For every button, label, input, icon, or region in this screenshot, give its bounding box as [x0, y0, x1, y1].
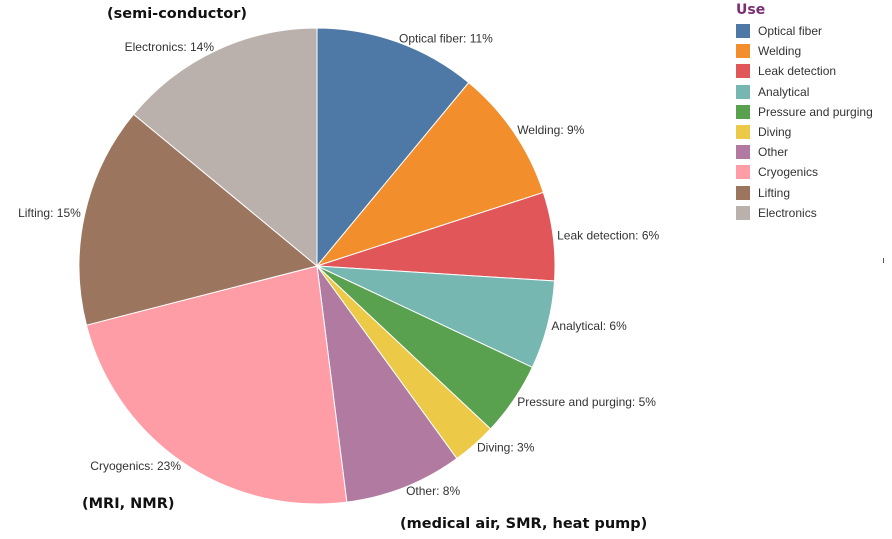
legend-label: Welding: [758, 44, 802, 59]
legend-item-welding: Welding: [736, 41, 873, 61]
legend-item-electronics: Electronics: [736, 203, 873, 223]
legend-swatch: [736, 84, 750, 99]
label-optical-fiber: Optical fiber: 11%: [399, 31, 493, 45]
legend-swatch: [736, 165, 750, 180]
legend-swatch: [736, 104, 750, 119]
label-welding: Welding: 9%: [517, 123, 584, 137]
slice-welding: [315, 81, 544, 268]
legend-item-diving: Diving: [736, 122, 873, 142]
legend-item-lifting: Lifting: [736, 183, 873, 203]
pie-labels: Optical fiber: 11% Welding: 9% Leak detect…: [18, 31, 659, 498]
label-analytical: Analytical: 6%: [551, 319, 627, 333]
legend-label: Electronics: [758, 205, 817, 220]
slice-cryogenics: [85, 265, 348, 505]
other-annotation: (medical air, SMR, heat pump): [400, 516, 648, 532]
legend-label: Other: [758, 145, 789, 160]
label-cryogenics: Cryogenics: 23%: [90, 459, 181, 473]
label-other: Other: 8%: [406, 484, 460, 498]
legend-item-cryogenics: Cryogenics: [736, 162, 873, 182]
legend-swatch: [736, 205, 750, 220]
stray-tick: [883, 258, 884, 263]
legend-label: Pressure and purging: [758, 104, 873, 119]
slice-lifting: [78, 113, 319, 326]
legend-swatch: [736, 44, 750, 59]
legend-swatch: [736, 145, 750, 160]
legend-swatch: [736, 125, 750, 140]
legend-item-leak-detection: Leak detection: [736, 61, 873, 81]
legend-label: Leak detection: [758, 64, 837, 79]
legend-label: Lifting: [758, 185, 791, 200]
legend-title: Use: [736, 2, 766, 18]
legend-items: Optical fiber Welding Leak detection Analyt…: [736, 21, 873, 223]
legend-swatch: [736, 185, 750, 200]
legend-label: Analytical: [758, 84, 810, 99]
legend-label: Cryogenics: [758, 165, 819, 180]
legend-item-analytical: Analytical: [736, 82, 873, 102]
label-lifting: Lifting: 15%: [18, 206, 81, 220]
slice-optical-fiber: [316, 27, 470, 268]
electronics-annotation: (semi-conductor): [107, 6, 248, 22]
legend-item-optical-fiber: Optical fiber: [736, 21, 873, 41]
legend-swatch: [736, 24, 750, 39]
pie-slices: [78, 27, 556, 505]
legend-label: Optical fiber: [758, 24, 823, 39]
slice-other: [316, 265, 458, 503]
legend: Use Optical fiber Welding Leak detection An…: [736, 2, 873, 223]
label-diving: Diving: 3%: [477, 441, 535, 455]
label-leak-detection: Leak detection: 6%: [557, 229, 659, 243]
label-electronics: Electronics: 14%: [125, 40, 215, 54]
legend-label: Diving: [758, 125, 792, 140]
cryogenics-annotation: (MRI, NMR): [82, 496, 175, 512]
legend-item-other: Other: [736, 142, 873, 162]
label-pressure-and-purging: Pressure and purging: 5%: [517, 395, 656, 409]
slice-electronics: [132, 27, 318, 268]
legend-swatch: [736, 64, 750, 79]
legend-item-pressure-and-purging: Pressure and purging: [736, 102, 873, 122]
